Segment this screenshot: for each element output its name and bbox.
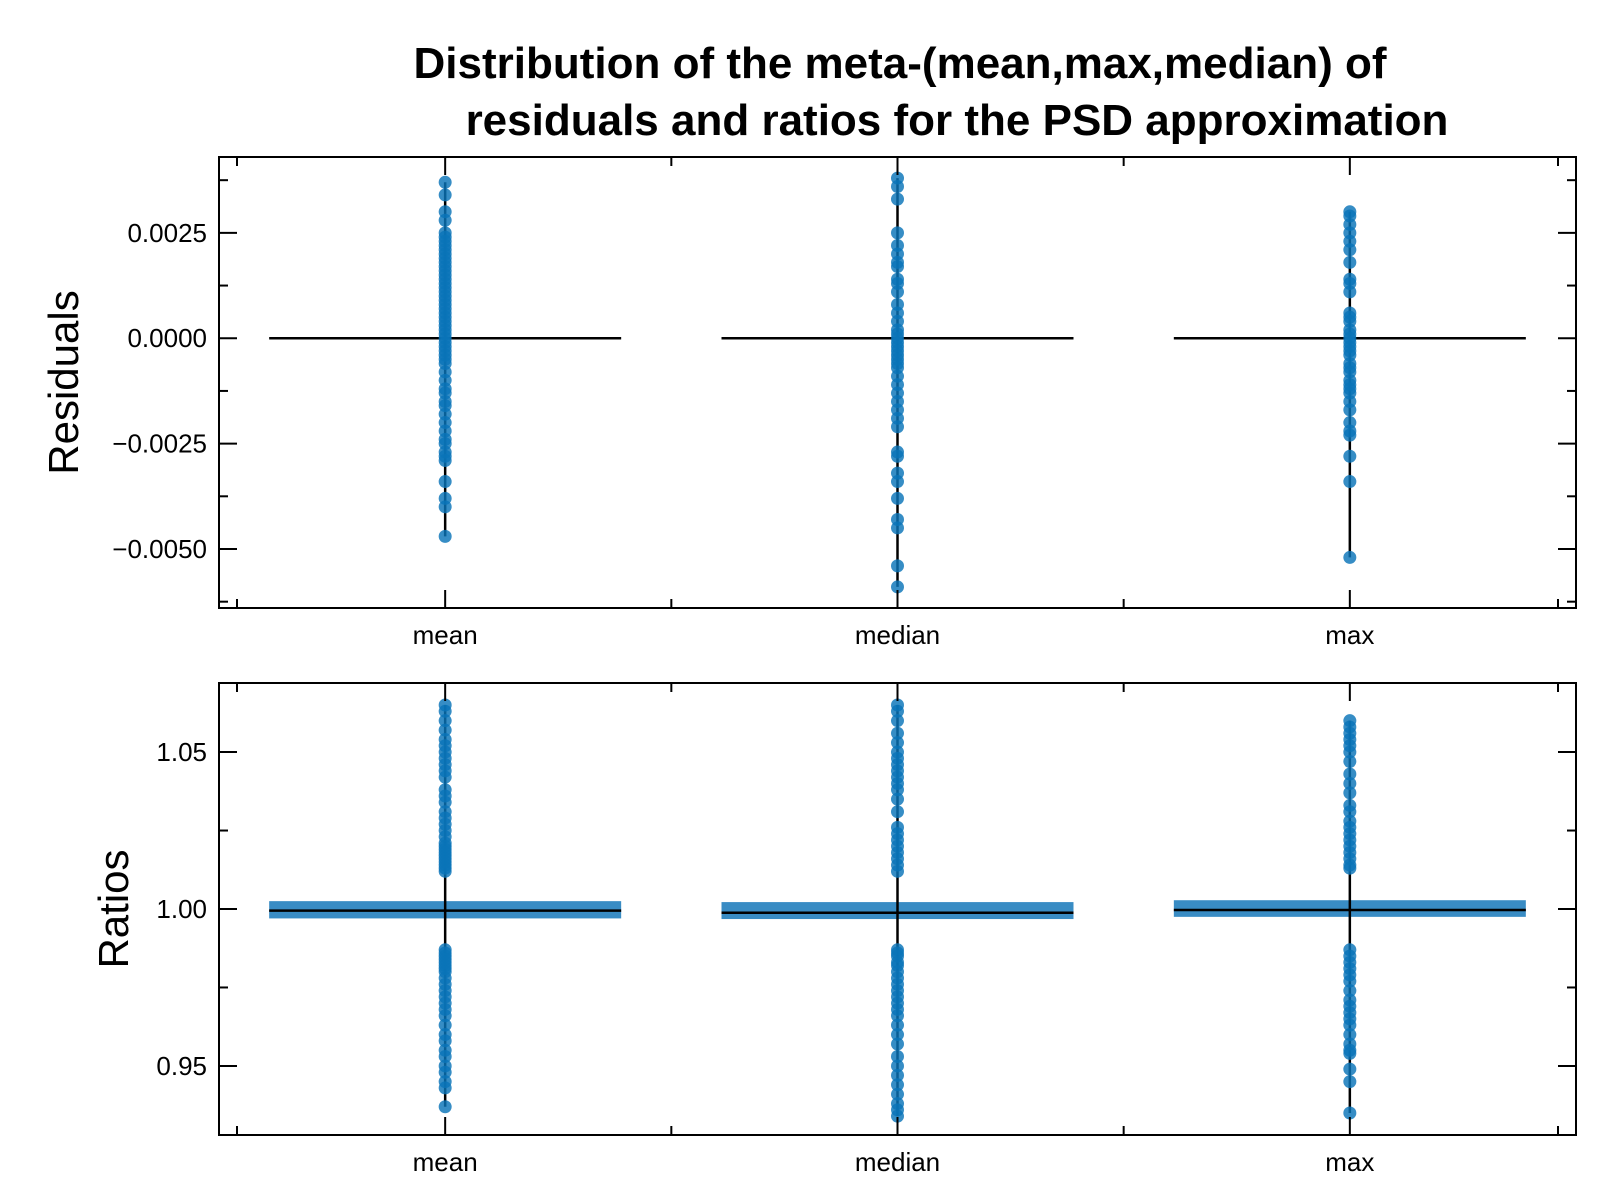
data-point-max bbox=[1343, 1075, 1357, 1089]
data-point-max bbox=[1343, 754, 1357, 768]
y-tick-label: −0.0025 bbox=[112, 429, 207, 459]
data-point-max bbox=[1343, 1062, 1357, 1076]
data-point-max bbox=[1343, 428, 1357, 442]
y-tick-label: 0.0000 bbox=[127, 323, 207, 353]
data-point-max bbox=[1343, 861, 1357, 875]
data-point-max bbox=[1343, 403, 1357, 417]
data-point-median bbox=[891, 260, 904, 274]
data-point-median bbox=[891, 726, 904, 740]
data-point-median bbox=[891, 420, 904, 434]
data-point-median bbox=[891, 449, 904, 463]
data-point-max bbox=[1343, 1028, 1357, 1042]
data-point-median bbox=[891, 864, 904, 878]
x-tick-label-mean: mean bbox=[413, 1147, 478, 1177]
data-point-median bbox=[891, 1087, 904, 1101]
data-point-median bbox=[891, 1050, 904, 1064]
data-point-max bbox=[1343, 1018, 1357, 1032]
y-tick-label: −0.0050 bbox=[112, 534, 207, 564]
data-point-max bbox=[1343, 475, 1357, 489]
x-tick-label-max: max bbox=[1325, 1147, 1374, 1177]
data-point-mean bbox=[438, 864, 452, 878]
data-point-median bbox=[891, 783, 904, 797]
data-point-mean bbox=[438, 1018, 452, 1032]
y-tick-label: 1.05 bbox=[156, 737, 207, 767]
data-point-median bbox=[891, 792, 904, 806]
data-point-median bbox=[891, 714, 904, 728]
x-tick-label-mean: mean bbox=[413, 620, 478, 650]
y-axis-label: Ratios bbox=[90, 849, 137, 968]
data-point-mean bbox=[438, 453, 452, 467]
data-point-median bbox=[891, 1028, 904, 1042]
data-point-median bbox=[891, 491, 904, 505]
data-point-median bbox=[891, 559, 904, 573]
data-point-max bbox=[1343, 786, 1357, 800]
residuals-panel: −0.0050 −0.0025 0.0000 0.0025 mean median max R… bbox=[40, 156, 1577, 650]
data-point-max bbox=[1343, 255, 1357, 269]
data-point-median bbox=[891, 180, 904, 194]
data-point-mean bbox=[438, 500, 452, 514]
data-point-median bbox=[891, 1009, 904, 1023]
y-tick-label: 1.00 bbox=[156, 894, 207, 924]
data-point-max bbox=[1343, 984, 1357, 998]
data-point-max bbox=[1343, 1106, 1357, 1120]
data-point-median bbox=[891, 226, 904, 240]
data-point-median bbox=[891, 580, 904, 594]
data-point-mean bbox=[438, 188, 452, 202]
data-point-median bbox=[891, 192, 904, 206]
data-point-mean bbox=[438, 1034, 452, 1048]
data-point-mean bbox=[438, 723, 452, 737]
data-point-median bbox=[891, 1037, 904, 1051]
data-point-max bbox=[1343, 776, 1357, 790]
data-point-median bbox=[891, 1109, 904, 1123]
x-tick-label-median: median bbox=[855, 1147, 940, 1177]
title-line-1: Distribution of the meta-(mean,max,media… bbox=[414, 39, 1387, 88]
data-point-max bbox=[1343, 243, 1357, 257]
data-point-mean bbox=[438, 704, 452, 718]
data-point-mean bbox=[438, 795, 452, 809]
data-point-max bbox=[1343, 805, 1357, 819]
data-point-mean bbox=[438, 714, 452, 728]
data-point-median bbox=[891, 1078, 904, 1092]
data-point-mean bbox=[438, 1050, 452, 1064]
y-axis-label: Residuals bbox=[40, 290, 87, 474]
data-point-median bbox=[891, 736, 904, 750]
data-point-mean bbox=[438, 1081, 452, 1095]
data-point-max bbox=[1343, 767, 1357, 781]
data-point-mean bbox=[438, 213, 452, 227]
data-point-max bbox=[1343, 550, 1357, 564]
data-point-median bbox=[891, 805, 904, 819]
x-tick-label-max: max bbox=[1325, 620, 1374, 650]
data-point-max bbox=[1343, 285, 1357, 299]
data-point-median bbox=[891, 1059, 904, 1073]
data-point-max bbox=[1343, 1046, 1357, 1060]
data-point-max bbox=[1343, 449, 1357, 463]
data-point-median bbox=[891, 1018, 904, 1032]
x-tick-label-median: median bbox=[855, 620, 940, 650]
chart-title: Distribution of the meta-(mean,max,media… bbox=[414, 39, 1449, 145]
data-point-median bbox=[891, 285, 904, 299]
data-point-max bbox=[1343, 974, 1357, 988]
data-point-mean bbox=[438, 770, 452, 784]
data-point-median bbox=[891, 1068, 904, 1082]
data-point-mean bbox=[438, 475, 452, 489]
ratios-panel: 0.95 1.00 1.05 mean median max Ratios bbox=[90, 682, 1577, 1177]
data-point-mean bbox=[438, 1100, 452, 1114]
data-point-mean bbox=[438, 1065, 452, 1079]
data-point-mean bbox=[438, 529, 452, 543]
data-point-max bbox=[1343, 745, 1357, 759]
data-point-median bbox=[891, 521, 904, 535]
y-tick-label: 0.0025 bbox=[127, 218, 207, 248]
data-point-median bbox=[891, 475, 904, 489]
y-tick-label: 0.95 bbox=[156, 1051, 207, 1081]
data-point-mean bbox=[438, 175, 452, 189]
data-point-median bbox=[891, 704, 904, 718]
data-point-mean bbox=[438, 1009, 452, 1023]
title-line-2: residuals and ratios for the PSD approxi… bbox=[466, 96, 1449, 145]
